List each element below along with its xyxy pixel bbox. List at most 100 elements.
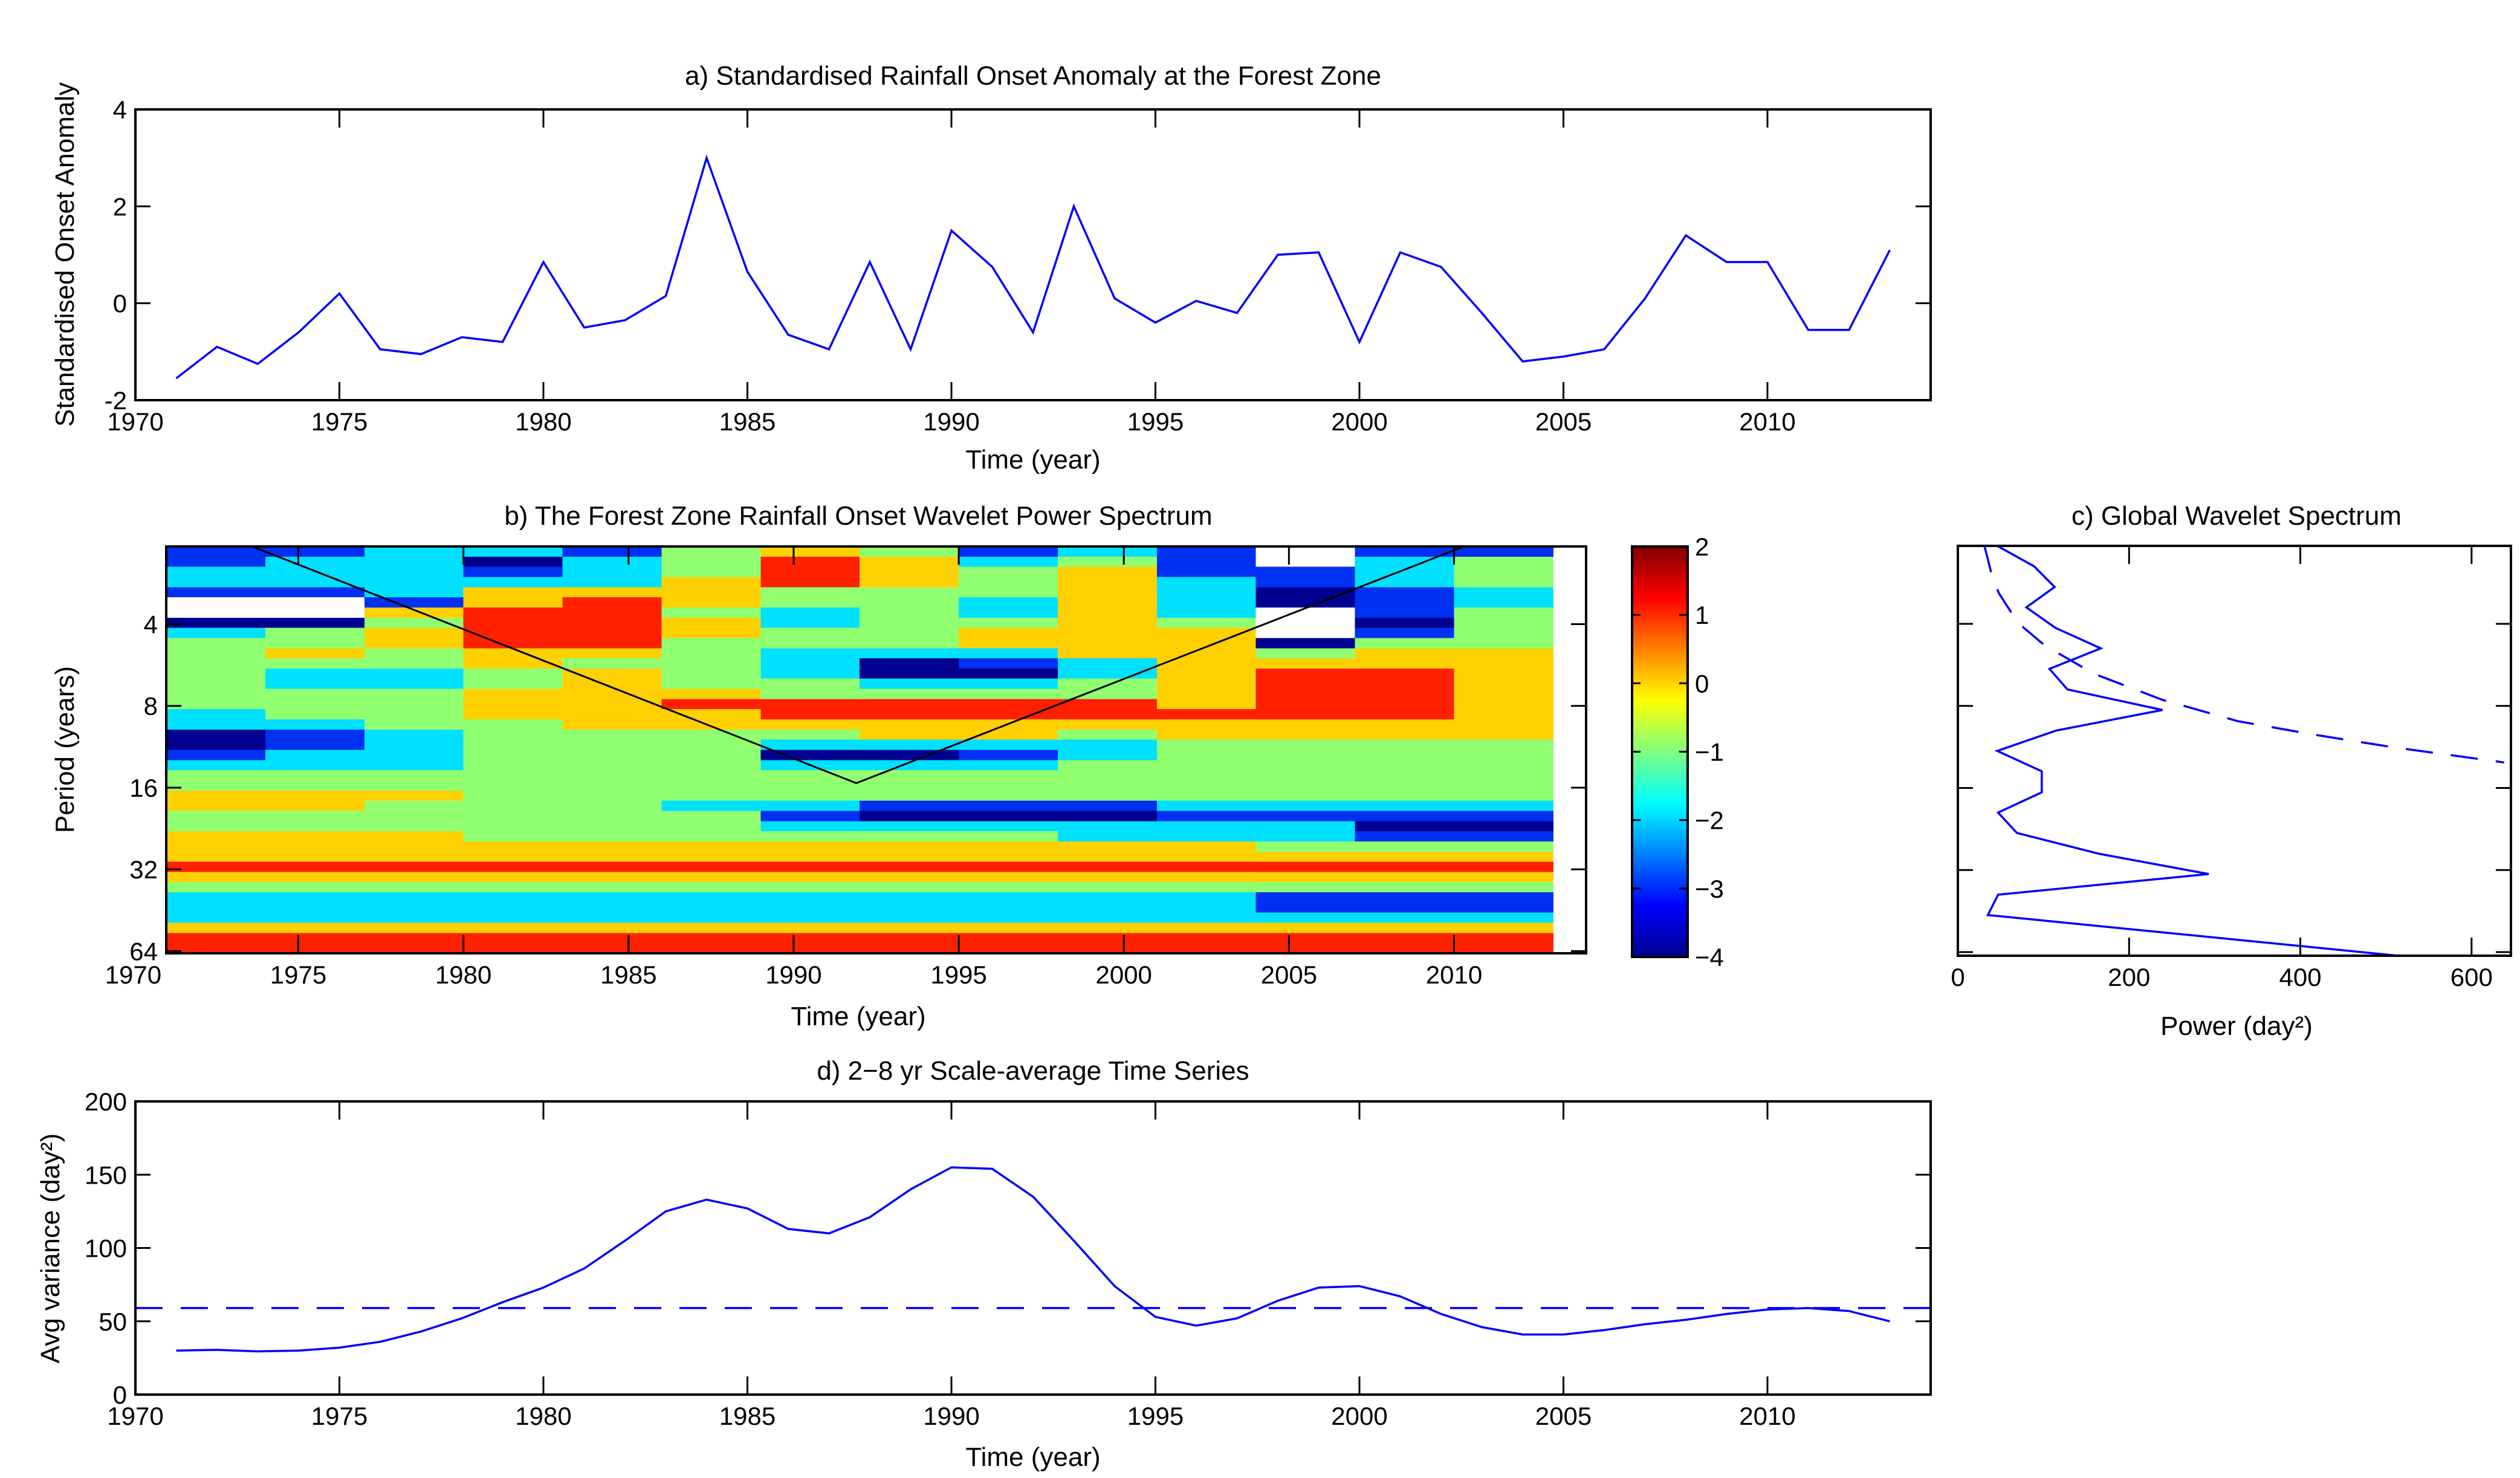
power-cell [1156, 922, 1257, 933]
power-cell [1255, 922, 1356, 933]
y-tick-label: 64 [129, 937, 158, 965]
power-cell [1355, 760, 1454, 771]
power-cell [463, 617, 563, 629]
power-cell [959, 597, 1058, 608]
power-cell [364, 790, 464, 802]
power-cell [463, 587, 563, 598]
power-cell [860, 780, 959, 791]
power-cell [463, 719, 563, 730]
power-cell [1156, 902, 1257, 913]
power-cell [166, 760, 266, 771]
power-cell [463, 912, 563, 924]
colorbar-tick-label: −2 [1695, 806, 1724, 835]
power-cell [265, 607, 365, 618]
power-cell [1255, 546, 1356, 557]
power-cell [1355, 902, 1454, 913]
panel-d-title: d) 2−8 yr Scale-average Time Series [817, 1056, 1249, 1086]
power-cell [1255, 739, 1356, 750]
power-cell [1156, 892, 1257, 903]
power-cell [959, 627, 1058, 638]
power-cell [1454, 719, 1553, 730]
power-cell [562, 841, 662, 852]
power-cell [1057, 577, 1158, 588]
power-cell [661, 648, 761, 659]
power-cell [166, 546, 266, 557]
power-cell [1255, 699, 1356, 710]
power-cell [860, 658, 959, 669]
power-cell [364, 658, 464, 669]
colorbar-tick-label: −1 [1695, 738, 1724, 767]
power-cell [562, 627, 662, 638]
power-cell [1057, 689, 1158, 699]
power-cell [760, 750, 860, 760]
power-cell [265, 943, 365, 954]
power-cell [166, 617, 266, 629]
x-tick-label: 2000 [1331, 1402, 1387, 1430]
power-cell [661, 933, 761, 944]
power-cell [1355, 933, 1454, 944]
power-cell [1057, 922, 1158, 933]
power-cell [959, 617, 1058, 629]
power-cell [760, 861, 860, 872]
power-cell [1156, 780, 1257, 791]
power-cell [364, 800, 464, 811]
power-cell [562, 577, 662, 588]
power-cell [661, 729, 761, 741]
x-tick-label: 2010 [1739, 407, 1795, 436]
power-cell [1057, 587, 1158, 598]
power-cell [860, 922, 959, 933]
power-cell [1454, 607, 1553, 618]
power-cell [463, 821, 563, 832]
colorbar-tick-label: −4 [1695, 943, 1724, 971]
power-cell [166, 587, 266, 598]
panel-d-axes [134, 1100, 1932, 1396]
power-cell [265, 689, 365, 699]
power-cell [1156, 831, 1257, 842]
power-cell [959, 566, 1058, 577]
power-cell [1454, 678, 1553, 690]
power-cell [364, 841, 464, 852]
global-spectrum-lines [1983, 546, 2504, 956]
power-cell [1454, 627, 1553, 638]
power-cell [959, 607, 1058, 618]
power-cell [562, 597, 662, 608]
power-cell [1454, 922, 1553, 933]
power-cell [760, 902, 860, 913]
power-cell [661, 902, 761, 913]
power-cell [1156, 638, 1257, 649]
power-cell [959, 892, 1058, 903]
power-cell [661, 739, 761, 750]
power-cell [1454, 800, 1553, 811]
power-cell [661, 800, 761, 811]
power-cell [265, 699, 365, 710]
power-cell [1255, 790, 1356, 802]
power-cell [1156, 546, 1257, 557]
power-cell [1454, 882, 1553, 893]
power-cell [364, 861, 464, 872]
power-cell [562, 912, 662, 924]
power-cell [760, 912, 860, 924]
power-cell [166, 831, 266, 842]
power-cell [1454, 861, 1553, 872]
power-cell [1454, 587, 1553, 598]
power-cell [1255, 638, 1356, 649]
power-cell [860, 648, 959, 659]
power-cell [1156, 851, 1257, 863]
power-cell [959, 587, 1058, 598]
power-cell [166, 892, 266, 903]
power-cell [463, 892, 563, 903]
power-cell [959, 780, 1058, 791]
power-cell [463, 678, 563, 690]
power-cell [661, 566, 761, 577]
power-cell [166, 689, 266, 699]
power-cell [166, 882, 266, 893]
power-cell [364, 882, 464, 893]
power-cell [860, 556, 959, 568]
power-cell [661, 872, 761, 883]
power-cell [1454, 821, 1553, 832]
power-cell [760, 678, 860, 690]
power-cell [1156, 556, 1257, 568]
power-cell [760, 872, 860, 883]
power-cell [562, 851, 662, 863]
power-cell [166, 861, 266, 872]
